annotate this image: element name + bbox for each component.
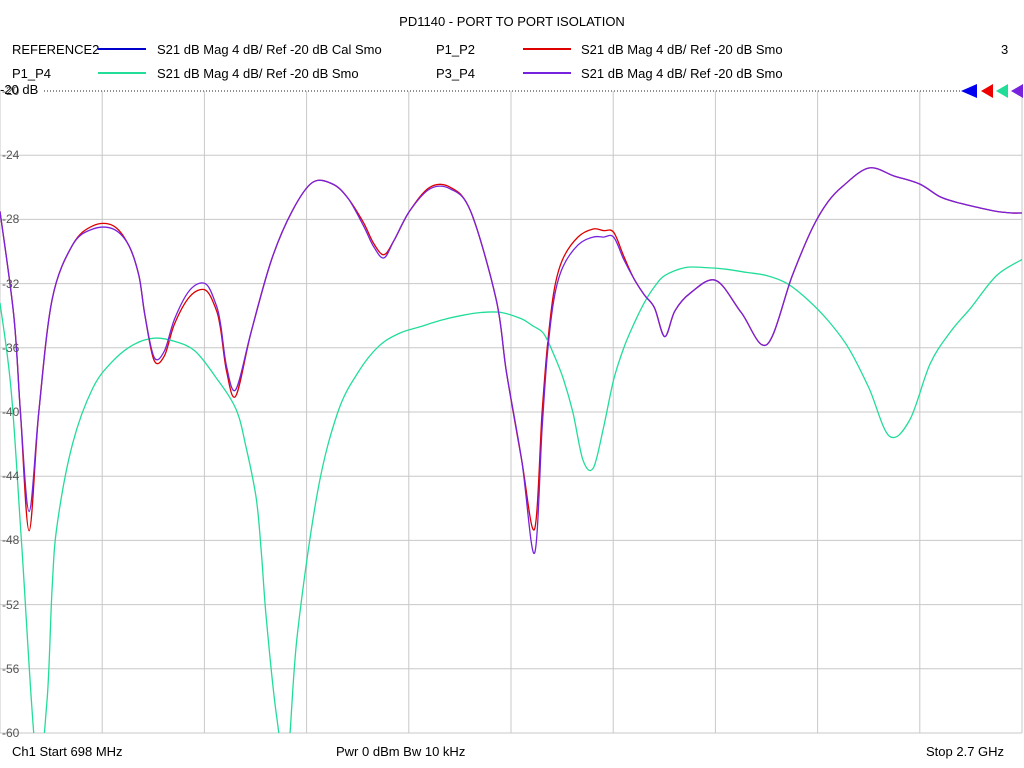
ref-arrow-p3-p4-icon bbox=[1011, 84, 1023, 98]
start-frequency: Ch1 Start 698 MHz bbox=[12, 744, 123, 759]
ref-arrow-p1-p4-icon bbox=[996, 84, 1008, 98]
y-tick-label: -44 bbox=[2, 469, 20, 484]
y-tick-label: -52 bbox=[2, 597, 20, 612]
plot-area bbox=[0, 90, 1023, 734]
legend-swatch-reference2 bbox=[98, 48, 146, 50]
legend-swatch-p1-p2 bbox=[523, 48, 571, 50]
legend-name-p1-p4: P1_P4 bbox=[12, 66, 52, 81]
legend-desc-p1-p4: S21 dB Mag 4 dB/ Ref -20 dB Smo bbox=[157, 66, 359, 81]
trace-p1-p4 bbox=[0, 258, 1022, 733]
legend-desc-p1-p2: S21 dB Mag 4 dB/ Ref -20 dB Smo bbox=[581, 42, 783, 57]
y-tick-label: -40 bbox=[2, 405, 20, 419]
y-tick-label: -32 bbox=[2, 276, 20, 291]
y-tick-label: -28 bbox=[2, 212, 20, 227]
y-tick-label: -48 bbox=[2, 533, 20, 548]
legend-name-p1-p2: P1_P2 bbox=[436, 42, 476, 57]
legend-swatch-p1-p4 bbox=[98, 72, 146, 74]
y-tick-label: -24 bbox=[2, 148, 20, 163]
power-bandwidth: Pwr 0 dBm Bw 10 kHz bbox=[336, 744, 466, 759]
stop-frequency: Stop 2.7 GHz bbox=[926, 744, 1005, 759]
legend-swatch-p3-p4 bbox=[523, 72, 571, 74]
legend-name-p3-p4: P3_P4 bbox=[436, 66, 476, 81]
legend-desc-reference2: S21 dB Mag 4 dB/ Ref -20 dB Cal Smo bbox=[157, 42, 382, 57]
y-tick-label: -20 bbox=[2, 84, 20, 98]
legend-name-reference2: REFERENCE2 bbox=[12, 42, 100, 57]
ref-arrow-reference2-icon bbox=[961, 84, 977, 98]
chart-title: PD1140 - PORT TO PORT ISOLATION bbox=[399, 14, 625, 29]
y-tick-label: -56 bbox=[2, 661, 20, 676]
trace-p3-p4 bbox=[0, 167, 1022, 554]
y-tick-label: -36 bbox=[2, 340, 20, 355]
ref-arrow-p1-p2-icon bbox=[981, 84, 993, 98]
y-tick-label: -60 bbox=[2, 726, 20, 740]
legend-desc-p3-p4: S21 dB Mag 4 dB/ Ref -20 dB Smo bbox=[581, 66, 783, 81]
reference-level-label: -20 dB bbox=[0, 82, 39, 97]
trace-count: 3 bbox=[1001, 42, 1009, 57]
